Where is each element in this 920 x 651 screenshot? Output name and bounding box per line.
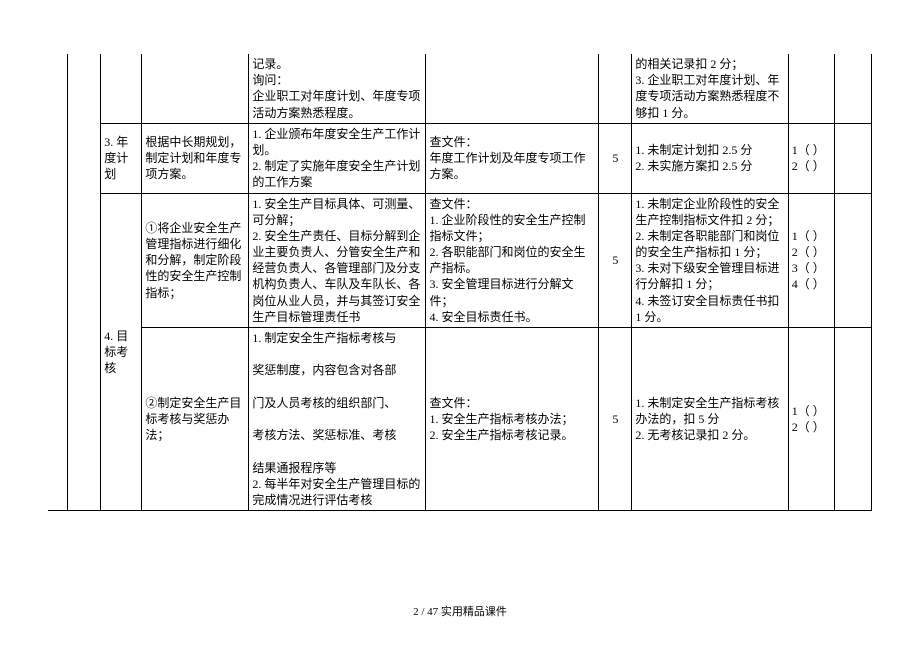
page: 记录。 询问： 企业职工对年度计划、年度专项活动方案熟悉程度。 的相关记录扣 2… [0,0,920,651]
table-row: 3. 年度计划 根据中长期规划，制定计划和年度专项方案。 1. 企业颁布年度安全… [48,123,872,193]
inspect-label: 查文件： [429,396,477,410]
inspect-body: 年度工作计划及年度专项工作方案。 [429,151,585,181]
cell-r2-c9: 1（ ） 2（ ） 3（ ） 4（ ） [788,193,834,328]
assessment-table: 记录。 询问： 企业职工对年度计划、年度专项活动方案熟悉程度。 的相关记录扣 2… [48,54,872,511]
cell-r0-c9 [788,54,834,123]
cell-r1-c8: 1. 未制定计划扣 2.5 分 2. 未实施方案扣 2.5 分 [632,123,788,193]
table-row: 记录。 询问： 企业职工对年度计划、年度专项活动方案熟悉程度。 的相关记录扣 2… [48,54,872,123]
cell-r2-c10 [834,193,871,328]
inspect-body: 1. 企业阶段性的安全生产控制指标文件； 2. 各职能部门和岗位的安全生产指标。… [429,213,585,324]
table-row: ②制定安全生产目标考核与奖惩办法； 1. 制定安全生产指标考核与 奖惩制度，内容… [48,328,872,511]
cell-r0-c10 [834,54,871,123]
cell-r0-c7 [599,54,632,123]
table-row: 4. 目标考核 ①将企业安全生产管理指标进行细化和分解，制定阶段性的安全生产控制… [48,193,872,328]
col-blank-0 [48,54,68,511]
page-footer: 2 / 47 实用精品课件 [0,603,920,619]
inspect-label: 查文件： [429,197,477,211]
cell-r0-c6 [426,54,599,123]
cell-r2-c8: 1. 未制定企业阶段性的安全生产控制指标文件扣 2 分； 2. 未制定各职能部门… [632,193,788,328]
cell-r1-c10 [834,123,871,193]
cell-r1-c7: 5 [599,123,632,193]
col-blank-1 [68,54,101,511]
cell-r3-c6: 查文件： 1. 安全生产指标考核办法； 2. 安全生产指标考核记录。 [426,328,599,511]
cell-r0-c8: 的相关记录扣 2 分； 3. 企业职工对年度计划、年度专项活动方案熟悉程度不够扣… [632,54,788,123]
cell-r1-c5: 1. 企业颁布年度安全生产工作计划。 2. 制定了实施年度安全生产计划的工作方案 [249,123,426,193]
cell-r3-c4: ②制定安全生产目标考核与奖惩办法； [142,328,249,511]
cell-r3-c5: 1. 制定安全生产指标考核与 奖惩制度，内容包含对各部 门及人员考核的组织部门、… [249,328,426,511]
cell-r2-c4: ①将企业安全生产管理指标进行细化和分解，制定阶段性的安全生产控制指标； [142,193,249,328]
cell-r3-c10 [834,328,871,511]
cell-r1-c3: 3. 年度计划 [101,123,142,193]
cell-r2-c5: 1. 安全生产目标具体、可测量、可分解； 2. 安全生产责任、目标分解到企业主要… [249,193,426,328]
cell-r0-c3 [101,54,142,123]
cell-r2-c6: 查文件： 1. 企业阶段性的安全生产控制指标文件； 2. 各职能部门和岗位的安全… [426,193,599,328]
cell-r2-c3: 4. 目标考核 [101,193,142,511]
cell-r3-c7: 5 [599,328,632,511]
cell-r3-c9: 1（ ） 2（ ） [788,328,834,511]
cell-r0-c5: 记录。 询问： 企业职工对年度计划、年度专项活动方案熟悉程度。 [249,54,426,123]
cell-r1-c9: 1（ ） 2（ ） [788,123,834,193]
inspect-label: 查文件： [429,135,477,149]
cell-r3-c8: 1. 未制定安全生产指标考核办法的，扣 5 分 2. 无考核记录扣 2 分。 [632,328,788,511]
inspect-body: 1. 安全生产指标考核办法； 2. 安全生产指标考核记录。 [429,412,573,442]
cell-r0-c4 [142,54,249,123]
cell-r2-c7: 5 [599,193,632,328]
cell-r1-c6: 查文件： 年度工作计划及年度专项工作方案。 [426,123,599,193]
cell-r1-c4: 根据中长期规划，制定计划和年度专项方案。 [142,123,249,193]
